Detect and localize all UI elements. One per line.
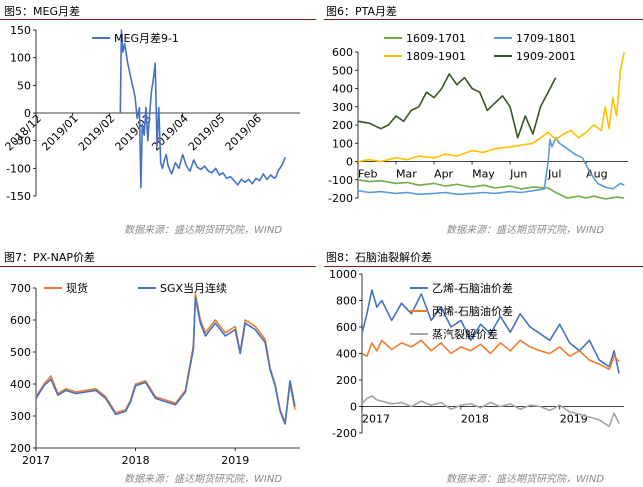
series-line — [361, 289, 620, 374]
series-line — [357, 73, 557, 139]
x-tick-label: 2019 — [560, 413, 588, 426]
source-note-left-top: 数据来源：盛达期货研究院，WIND — [124, 225, 283, 236]
y-tick-label: 200 — [332, 119, 353, 132]
x-tick-label: Aug — [586, 168, 607, 181]
legend-label: 1609-1701 — [406, 32, 466, 45]
y-tick-label: 800 — [336, 295, 357, 308]
x-tick-label: 2018 — [461, 413, 489, 426]
source-note-right-top: 数据来源：盛达期货研究院，WIND — [446, 225, 605, 236]
y-tick-label: 400 — [332, 83, 353, 96]
pta-title-rule — [324, 19, 643, 20]
meg-title-rule — [0, 19, 316, 20]
x-tick-label: 2019/01 — [39, 112, 81, 154]
y-tick-label: 50 — [17, 79, 31, 92]
x-tick-label: Mar — [396, 168, 417, 181]
y-tick-label: 600 — [10, 314, 31, 327]
pxnap-title-rule — [0, 266, 316, 267]
x-tick-label: 2017 — [362, 413, 390, 426]
legend-label: 现货 — [66, 281, 88, 295]
x-tick-label: Jul — [547, 168, 561, 181]
y-tick-label: 0 — [24, 107, 31, 120]
series-line — [361, 395, 620, 428]
source-note-right-bottom: 数据来源：盛达期货研究院，WIND — [446, 474, 605, 485]
x-tick-label: 2017 — [22, 454, 50, 467]
meg-chart: 150100500-50-100-1502018/122019/012019/0… — [3, 24, 300, 203]
series-line — [35, 296, 296, 425]
y-tick-label: 100 — [332, 137, 353, 150]
y-tick-label: 600 — [336, 321, 357, 334]
x-tick-label: 2018 — [122, 454, 150, 467]
x-tick-label: Apr — [434, 168, 454, 181]
x-tick-label: May — [472, 168, 495, 181]
y-tick-label: 200 — [10, 442, 31, 455]
x-tick-label: 2019 — [221, 454, 249, 467]
x-tick-label: Feb — [358, 168, 377, 181]
y-tick-label: 400 — [336, 348, 357, 361]
y-tick-label: -100 — [6, 162, 31, 175]
legend-label: 蒸汽裂解价差 — [432, 327, 498, 341]
legend-label: 1909-2001 — [516, 50, 576, 63]
pta-chart: 600 500 400 300 200 100 0 -100 -200 Feb Mar Apr May J… — [328, 32, 628, 205]
y-tick-label: 400 — [10, 378, 31, 391]
y-tick-label: 500 — [332, 64, 353, 77]
y-tick-label: 300 — [332, 101, 353, 114]
y-tick-label: 500 — [10, 346, 31, 359]
x-tick-label: 2019/04 — [149, 112, 191, 154]
y-tick-label: -200 — [328, 192, 353, 205]
series-line — [119, 29, 287, 189]
y-tick-label: 600 — [332, 46, 353, 59]
legend-label: 乙烯-石脑油价差 — [432, 281, 513, 295]
y-tick-label: 200 — [336, 374, 357, 387]
naphtha-chart: 1000 800 600 400 200 0 -200 2017 2018 2019 乙烯-石脑油价… — [329, 268, 624, 440]
legend-label: 1709-1801 — [516, 32, 576, 45]
series-line — [357, 51, 625, 163]
naphtha-title-rule — [324, 266, 643, 267]
legend-label: 丙烯-石脑油价差 — [432, 304, 513, 318]
legend-label: SGX当月连续 — [160, 281, 227, 295]
y-tick-label: 1000 — [329, 268, 357, 281]
pta-panel-title: 图6：PTA月差 — [326, 5, 398, 18]
legend-label: 1809-1901 — [406, 50, 466, 63]
y-tick-label: 700 — [10, 282, 31, 295]
y-tick-label: 150 — [10, 24, 31, 37]
y-tick-label: 300 — [10, 410, 31, 423]
x-tick-label: 2019/06 — [223, 112, 265, 154]
pxnap-panel-title: 图7：PX-NAP价差 — [4, 251, 95, 264]
series-line — [35, 293, 296, 424]
x-tick-label: Jun — [509, 168, 527, 181]
series-line — [357, 179, 625, 200]
y-tick-label: -50 — [13, 135, 31, 148]
series-line — [361, 339, 620, 371]
x-tick-label: 2019/05 — [186, 112, 228, 154]
y-tick-label: -200 — [332, 427, 357, 440]
source-note-left-bottom: 数据来源：盛达期货研究院，WIND — [124, 474, 283, 485]
y-tick-label: -150 — [6, 190, 31, 203]
y-tick-label: 0 — [346, 156, 353, 169]
series-line — [357, 137, 625, 196]
y-tick-label: 100 — [10, 52, 31, 65]
x-tick-label: 2019/02 — [76, 112, 118, 154]
y-tick-label: -100 — [328, 174, 353, 187]
y-tick-label: 0 — [350, 401, 357, 414]
naphtha-panel-title: 图8：石脑油裂解价差 — [326, 251, 432, 264]
meg-panel-title: 图5：MEG月差 — [4, 5, 80, 18]
legend-label: MEG月差9-1 — [114, 31, 179, 45]
